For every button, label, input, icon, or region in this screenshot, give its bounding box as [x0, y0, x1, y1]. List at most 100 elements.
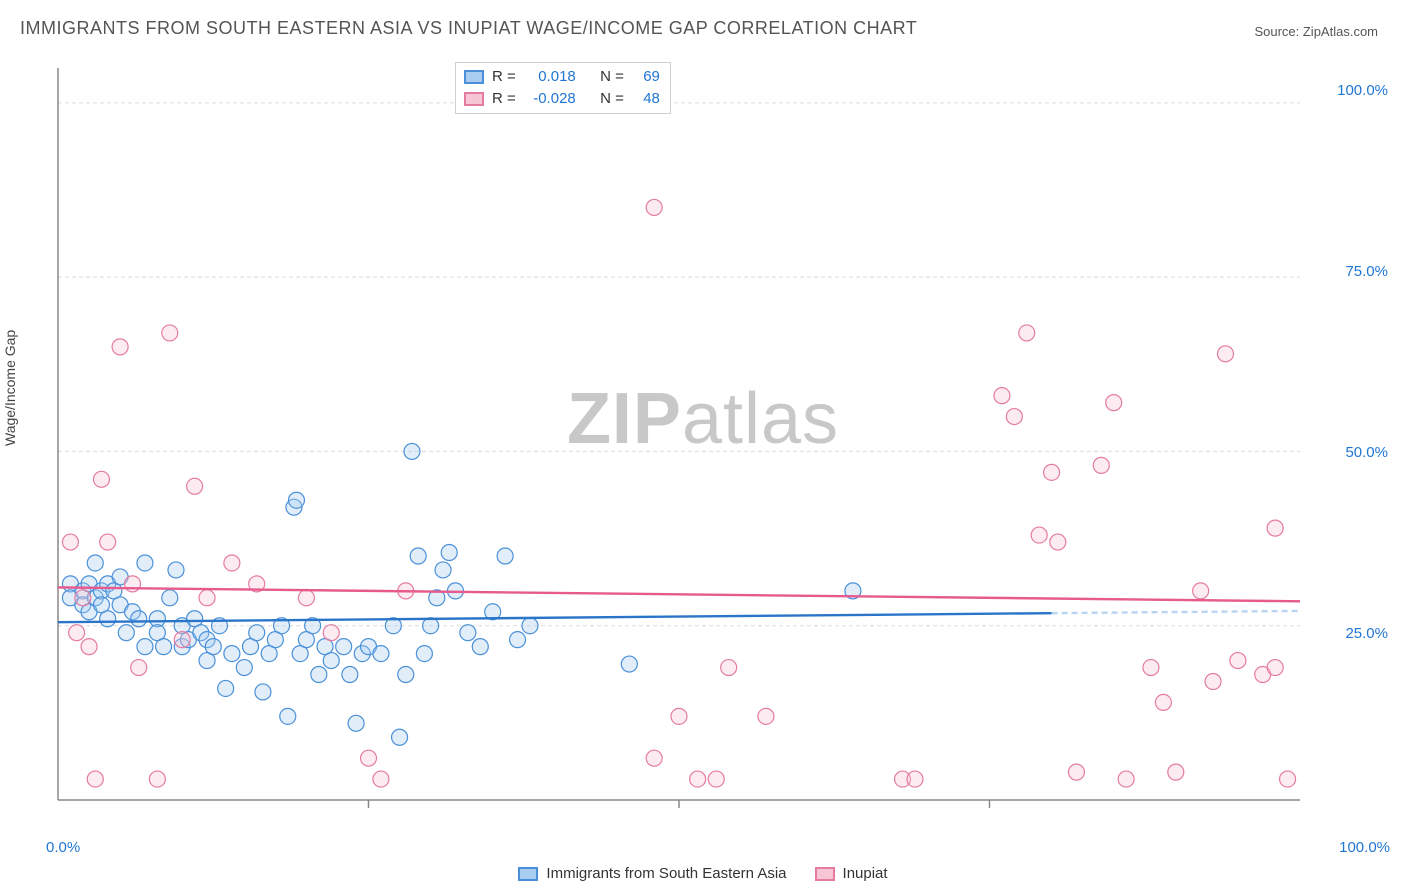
data-point — [373, 646, 389, 662]
data-point — [708, 771, 724, 787]
data-point — [994, 388, 1010, 404]
data-point — [137, 555, 153, 571]
legend-swatch — [518, 867, 538, 881]
data-point — [646, 199, 662, 215]
data-point — [348, 715, 364, 731]
y-tick-25: 25.0% — [1345, 625, 1388, 642]
stats-row: R =-0.028 N =48 — [464, 88, 660, 110]
y-tick-50: 50.0% — [1345, 444, 1388, 461]
data-point — [690, 771, 706, 787]
source-citation: Source: ZipAtlas.com — [1254, 24, 1378, 39]
data-point — [497, 548, 513, 564]
data-point — [187, 478, 203, 494]
data-point — [1155, 694, 1171, 710]
data-point — [205, 639, 221, 655]
data-point — [236, 660, 252, 676]
data-point — [1031, 527, 1047, 543]
legend-item: Inupiat — [815, 865, 888, 882]
data-point — [460, 625, 476, 641]
trend-line — [58, 587, 1300, 601]
r-value: -0.028 — [524, 88, 576, 110]
data-point — [280, 708, 296, 724]
data-point — [87, 555, 103, 571]
stats-row: R =0.018 N =69 — [464, 66, 660, 88]
data-point — [288, 492, 304, 508]
data-point — [721, 660, 737, 676]
data-point — [100, 611, 116, 627]
data-point — [336, 639, 352, 655]
data-point — [162, 590, 178, 606]
data-point — [361, 750, 377, 766]
data-point — [392, 729, 408, 745]
data-point — [1068, 764, 1084, 780]
data-point — [81, 639, 97, 655]
n-label: N = — [600, 88, 624, 110]
legend: Immigrants from South Eastern Asia Inupia… — [0, 865, 1406, 882]
data-point — [1230, 653, 1246, 669]
data-point — [131, 611, 147, 627]
data-point — [69, 625, 85, 641]
data-point — [224, 555, 240, 571]
data-point — [1267, 520, 1283, 536]
data-point — [423, 618, 439, 634]
series-swatch — [464, 70, 484, 84]
data-point — [1143, 660, 1159, 676]
data-point — [1118, 771, 1134, 787]
data-point — [758, 708, 774, 724]
legend-label: Immigrants from South Eastern Asia — [546, 865, 786, 882]
data-point — [323, 653, 339, 669]
data-point — [1093, 457, 1109, 473]
data-point — [435, 562, 451, 578]
data-point — [137, 639, 153, 655]
data-point — [1168, 764, 1184, 780]
correlation-stats-box: R =0.018 N =69R =-0.028 N =48 — [455, 62, 671, 114]
data-point — [112, 339, 128, 355]
data-point — [249, 625, 265, 641]
data-point — [416, 646, 432, 662]
r-label: R = — [492, 66, 516, 88]
n-label: N = — [600, 66, 624, 88]
data-point — [342, 667, 358, 683]
r-value: 0.018 — [524, 66, 576, 88]
data-point — [311, 667, 327, 683]
data-point — [156, 639, 172, 655]
legend-label: Inupiat — [843, 865, 888, 882]
data-point — [174, 632, 190, 648]
data-point — [404, 443, 420, 459]
data-point — [1019, 325, 1035, 341]
y-tick-100: 100.0% — [1337, 82, 1388, 99]
data-point — [472, 639, 488, 655]
data-point — [1193, 583, 1209, 599]
data-point — [149, 771, 165, 787]
trend-line — [58, 613, 1052, 622]
data-point — [1044, 464, 1060, 480]
y-tick-75: 75.0% — [1345, 263, 1388, 280]
legend-item: Immigrants from South Eastern Asia — [518, 865, 786, 882]
y-axis-label: Wage/Income Gap — [2, 330, 18, 446]
data-point — [373, 771, 389, 787]
data-point — [646, 750, 662, 766]
legend-swatch — [815, 867, 835, 881]
scatter-plot-svg — [50, 60, 1370, 820]
data-point — [255, 684, 271, 700]
data-point — [671, 708, 687, 724]
data-point — [621, 656, 637, 672]
data-point — [93, 471, 109, 487]
data-point — [218, 680, 234, 696]
data-point — [125, 576, 141, 592]
data-point — [1106, 395, 1122, 411]
data-point — [510, 632, 526, 648]
data-point — [1205, 673, 1221, 689]
data-point — [298, 590, 314, 606]
x-tick-min: 0.0% — [46, 839, 80, 856]
data-point — [441, 545, 457, 561]
r-label: R = — [492, 88, 516, 110]
data-point — [87, 771, 103, 787]
data-point — [224, 646, 240, 662]
data-point — [131, 660, 147, 676]
data-point — [398, 667, 414, 683]
data-point — [1267, 660, 1283, 676]
data-point — [1006, 409, 1022, 425]
data-point — [907, 771, 923, 787]
data-point — [62, 534, 78, 550]
